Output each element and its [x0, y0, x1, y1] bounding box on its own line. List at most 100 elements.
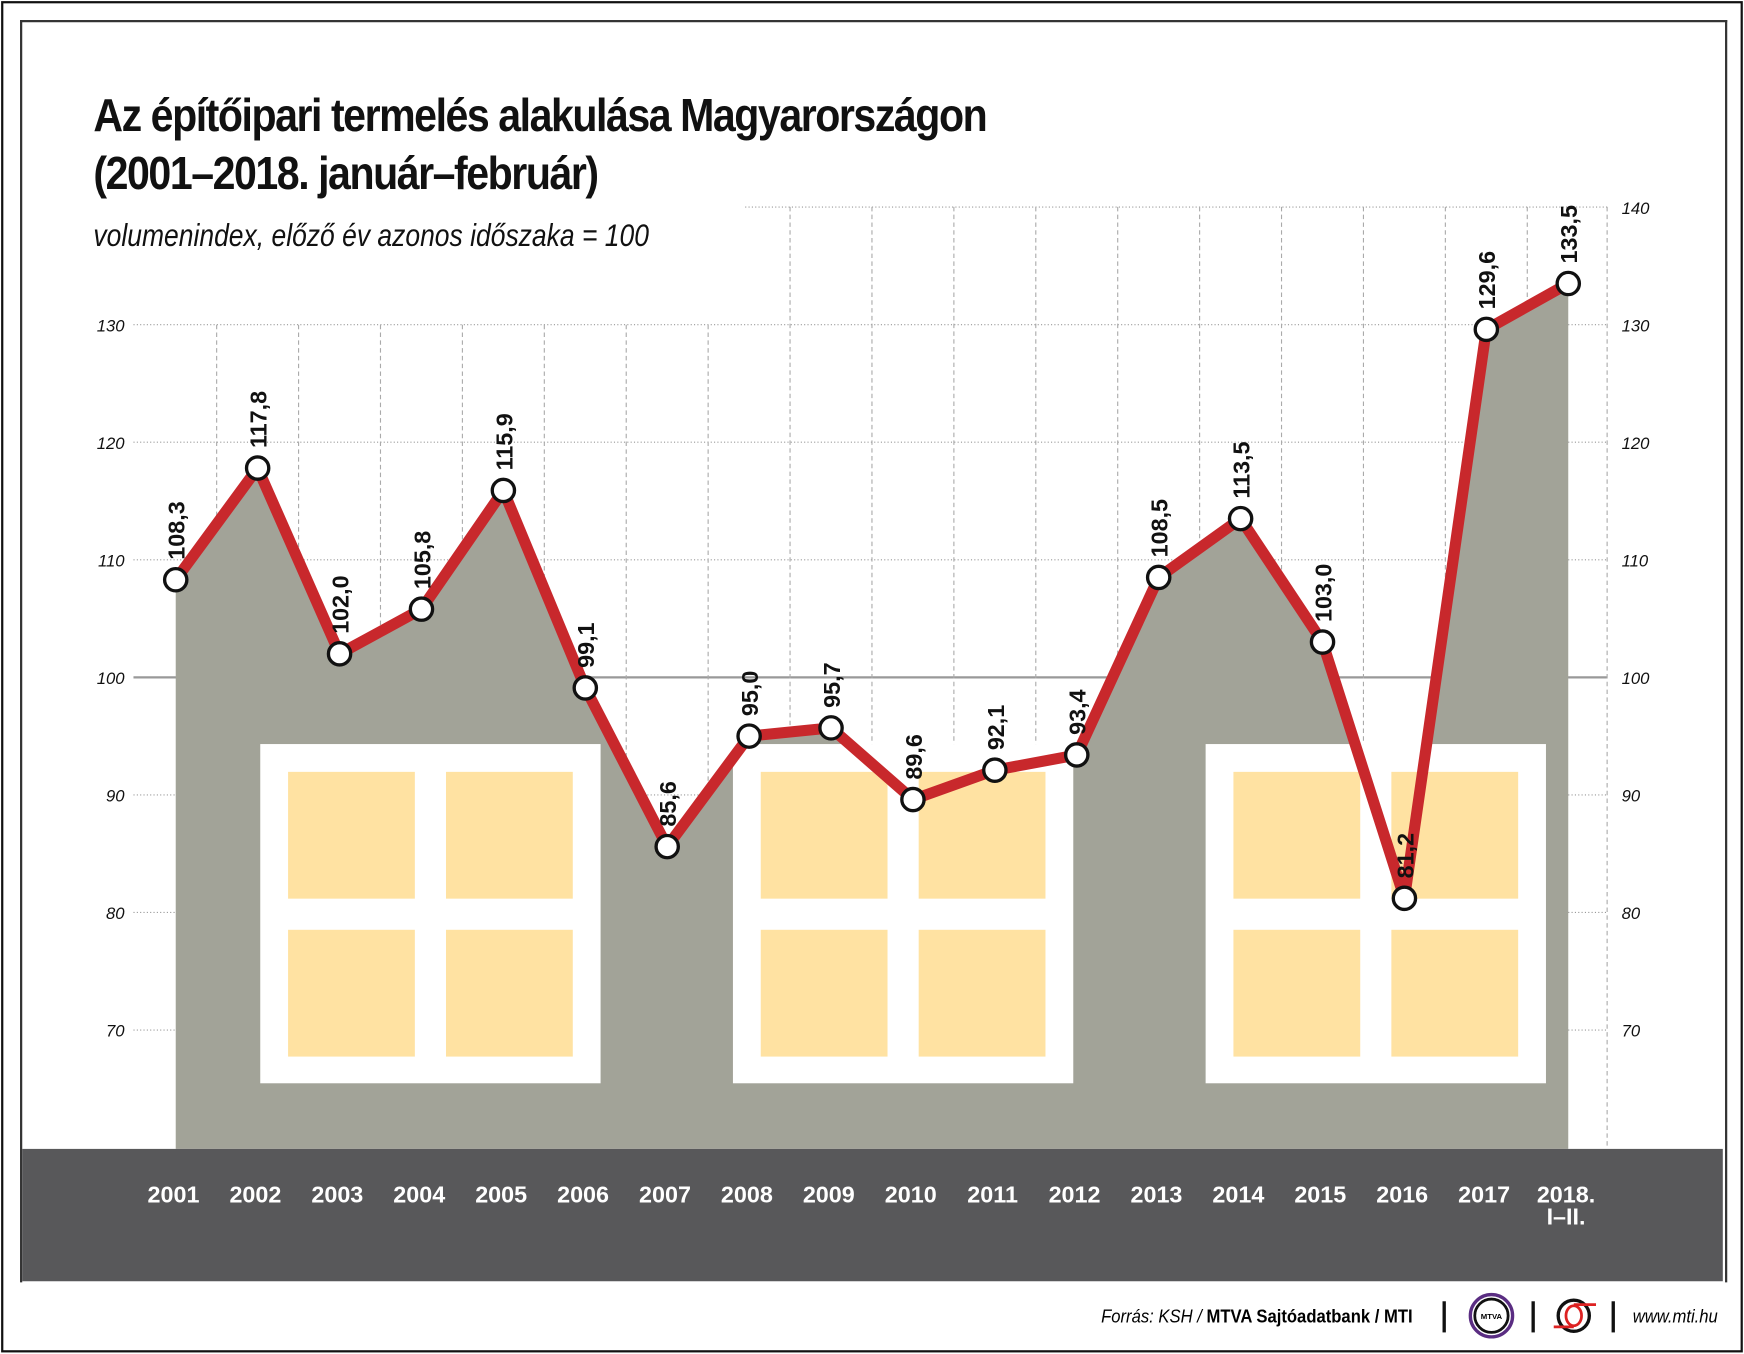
window-pane — [760, 771, 888, 899]
window-pane — [1233, 771, 1361, 899]
window-pane — [445, 929, 573, 1057]
x-tick-label: 2014 — [1212, 1181, 1264, 1207]
data-label: 92,1 — [983, 705, 1009, 750]
y-tick-left: 130 — [97, 316, 126, 335]
data-point — [736, 723, 762, 749]
window-pane — [1233, 929, 1361, 1057]
data-point — [1145, 564, 1172, 591]
x-tick-label: I–II. — [1547, 1204, 1586, 1230]
x-tick-label: 2001 — [148, 1181, 200, 1207]
data-label: 95,0 — [737, 671, 763, 716]
separator — [1442, 1301, 1446, 1333]
x-tick-label: 2004 — [393, 1181, 445, 1207]
y-tick-right: 110 — [1622, 551, 1649, 570]
x-tick-label: 2002 — [229, 1181, 281, 1207]
y-tick-right: 100 — [1622, 669, 1651, 688]
x-tick-label: 2009 — [803, 1181, 855, 1207]
x-tick-label: 2005 — [475, 1181, 527, 1207]
data-label: 129,6 — [1474, 251, 1500, 309]
data-label: 81,2 — [1392, 833, 1418, 878]
x-tick-label: 2017 — [1458, 1181, 1510, 1207]
data-label: 105,8 — [409, 531, 435, 589]
y-tick-right: 120 — [1622, 434, 1651, 453]
x-tick-label: 2007 — [639, 1181, 691, 1207]
data-point — [982, 757, 1008, 783]
data-point — [1227, 505, 1254, 532]
data-point — [162, 566, 189, 593]
x-tick-label: 2018. — [1537, 1181, 1595, 1207]
separator — [1531, 1301, 1535, 1333]
data-label: 85,6 — [655, 781, 681, 826]
source-prefix: Forrás: KSH / — [1101, 1305, 1207, 1327]
data-point — [572, 675, 599, 701]
data-point — [244, 455, 271, 481]
y-tick-right: 140 — [1622, 199, 1651, 218]
data-label: 95,7 — [819, 662, 845, 707]
mti-logo-icon — [1553, 1298, 1597, 1333]
x-tick-label: 2008 — [721, 1181, 773, 1207]
data-point — [1063, 742, 1090, 768]
data-label: 108,3 — [164, 501, 190, 559]
title-line-1: Az építőipari termelés alakulása Magyaro… — [93, 88, 987, 142]
data-label: 99,1 — [573, 622, 599, 667]
data-label: 113,5 — [1229, 441, 1255, 498]
data-point — [818, 715, 844, 741]
window-pane — [445, 771, 573, 899]
inner-frame — [20, 20, 1728, 1283]
x-tick-label: 2015 — [1294, 1181, 1346, 1207]
data-point — [490, 477, 517, 504]
chart-title: Az építőipari termelés alakulása Magyaro… — [93, 87, 987, 203]
data-label: 103,0 — [1310, 564, 1336, 622]
data-point — [1555, 270, 1582, 297]
y-tick-left: 90 — [106, 787, 125, 806]
svg-text:MTVA: MTVA — [1481, 1312, 1503, 1321]
y-tick-right: 80 — [1622, 904, 1641, 923]
y-tick-right: 90 — [1622, 787, 1641, 806]
mtva-logo-icon: MTVA — [1468, 1292, 1515, 1339]
data-point — [900, 786, 926, 813]
window-pane — [918, 929, 1046, 1057]
data-label: 93,4 — [1065, 689, 1091, 734]
y-tick-left: 100 — [97, 669, 126, 688]
x-tick-label: 2011 — [967, 1181, 1018, 1207]
separator — [1611, 1301, 1615, 1333]
y-tick-left: 110 — [98, 551, 125, 570]
x-tick-label: 2006 — [557, 1181, 609, 1207]
window-pane — [1391, 929, 1519, 1057]
source-bold: MTVA Sajtóadatbank / MTI — [1206, 1305, 1413, 1327]
website-url: www.mti.hu — [1632, 1305, 1718, 1327]
data-label: 117,8 — [246, 391, 272, 448]
x-tick-label: 2010 — [885, 1181, 937, 1207]
series-line — [171, 278, 1571, 901]
y-tick-right: 70 — [1622, 1022, 1641, 1041]
y-tick-left: 80 — [106, 904, 125, 923]
x-tick-label: 2013 — [1130, 1181, 1182, 1207]
y-tick-left: 70 — [106, 1022, 125, 1041]
y-tick-left: 120 — [97, 434, 126, 453]
source-text: Forrás: KSH / MTVA Sajtóadatbank / MTI — [1101, 1306, 1413, 1328]
data-label: 102,0 — [327, 575, 353, 633]
chart-subtitle: volumenindex, előző év azonos időszaka =… — [93, 217, 649, 253]
x-tick-label: 2012 — [1049, 1181, 1101, 1207]
data-label: 133,5 — [1556, 205, 1582, 263]
data-point — [326, 641, 353, 667]
axis-band — [22, 1148, 1723, 1282]
x-tick-label: 2016 — [1376, 1181, 1428, 1207]
data-point — [1309, 629, 1336, 655]
window-pane — [288, 771, 415, 899]
data-point — [654, 833, 680, 860]
footer: Forrás: KSH / MTVA Sajtóadatbank / MTI M… — [0, 1292, 1744, 1339]
data-label: 89,6 — [901, 734, 927, 779]
data-label: 115,9 — [491, 413, 517, 470]
data-point — [1391, 885, 1418, 912]
data-point — [1473, 316, 1500, 343]
window-pane — [288, 929, 415, 1057]
data-label: 108,5 — [1147, 499, 1173, 557]
x-tick-label: 2003 — [311, 1181, 363, 1207]
data-point — [408, 596, 435, 622]
y-tick-right: 130 — [1622, 316, 1651, 335]
window-pane — [760, 929, 888, 1057]
title-line-2: (2001–2018. január–február) — [93, 146, 599, 200]
